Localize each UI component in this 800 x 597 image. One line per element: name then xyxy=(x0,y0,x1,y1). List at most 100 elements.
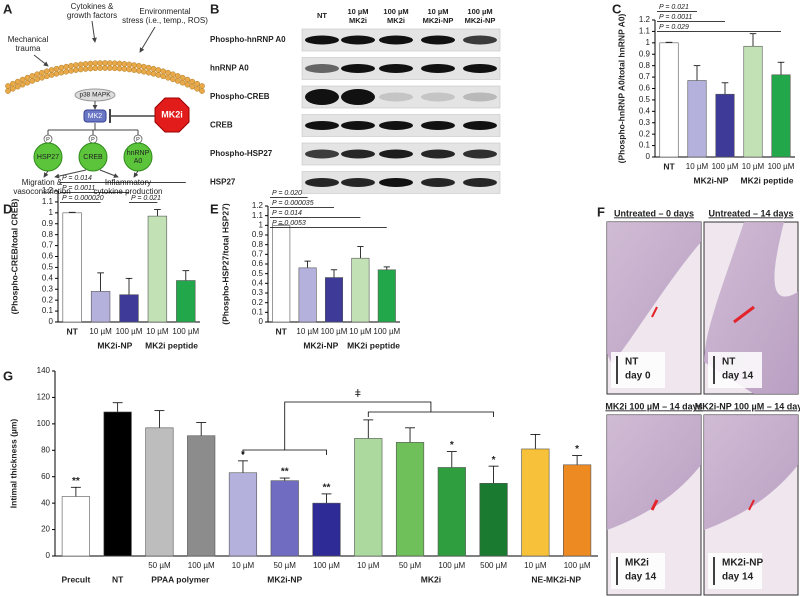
blot-band xyxy=(379,92,413,102)
significance: ** xyxy=(323,483,331,494)
membrane-bead xyxy=(174,73,181,79)
column-header: MK2i-NP xyxy=(423,16,454,25)
y-tick-label: 0.8 xyxy=(252,240,264,249)
blot-band xyxy=(421,121,455,130)
y-tick-label: 1.2 xyxy=(639,15,651,24)
x-tick-label: 10 µM xyxy=(357,561,380,570)
group-label: MK2i-NP xyxy=(97,340,132,350)
blot-band xyxy=(379,35,413,45)
image-label: MK2i xyxy=(625,558,649,569)
membrane-bead xyxy=(184,76,191,83)
panel-a: A Mechanical trauma Cytokines & growth f… xyxy=(3,1,208,196)
y-tick-label: 0 xyxy=(49,317,54,326)
x-tick-label: 10 µM xyxy=(524,561,547,570)
membrane-bead xyxy=(48,72,55,78)
inhibitor-node xyxy=(154,97,190,133)
label-box xyxy=(708,352,762,388)
blot-band xyxy=(305,178,339,187)
column-header: 10 µM xyxy=(348,7,369,16)
x-tick-label: 100 µM xyxy=(116,327,143,336)
group-label: MK2i-NP xyxy=(267,574,302,584)
y-tick-label: 0.5 xyxy=(252,269,264,278)
membrane-bead xyxy=(53,65,60,72)
membrane-bead xyxy=(87,60,94,67)
y-tick-label: 100 xyxy=(37,419,51,428)
membrane-bead xyxy=(29,78,36,84)
group-label: MK2i peptide xyxy=(741,175,794,185)
membrane-bead xyxy=(82,61,89,67)
bar xyxy=(119,294,139,323)
x-tick-label: 10 µM xyxy=(742,162,765,171)
bar xyxy=(62,212,82,323)
membrane-bead xyxy=(140,68,147,75)
blot-band xyxy=(341,178,375,187)
significance: * xyxy=(450,440,454,451)
thickness-marker xyxy=(650,499,659,511)
y-tick-label: 0.5 xyxy=(639,95,651,104)
y-tick-label: 0.2 xyxy=(252,298,264,307)
membrane-bead xyxy=(97,60,104,66)
membrane-bead xyxy=(111,65,118,72)
x-tick-label: 100 µM xyxy=(321,327,348,336)
y-tick-label: 20 xyxy=(41,525,50,534)
membrane-bead xyxy=(131,67,137,73)
image-label: MK2i-NP xyxy=(722,558,763,569)
y-tick-label: 1.1 xyxy=(42,197,54,206)
target-node xyxy=(83,109,107,123)
membrane-bead xyxy=(121,61,128,67)
bar xyxy=(298,267,317,323)
blot-band xyxy=(463,121,497,130)
stimulus: Mechanical xyxy=(8,35,49,44)
p-value: P = 0.020 xyxy=(272,190,302,197)
membrane-bead xyxy=(63,68,70,75)
membrane-bead xyxy=(14,78,21,85)
bar xyxy=(354,438,383,557)
membrane-bead xyxy=(179,74,186,81)
y-tick-label: 1.2 xyxy=(42,186,54,195)
membrane-bead xyxy=(155,72,162,78)
y-axis-label: (Phospho-hnRNP A0/total hnRNP A0) xyxy=(616,13,626,163)
bar xyxy=(687,80,707,158)
blot-band xyxy=(341,89,375,105)
membrane-bead xyxy=(155,67,162,73)
membrane-bead xyxy=(199,83,205,89)
y-tick-label: 1 xyxy=(646,38,651,47)
p-value: P = 0.021 xyxy=(659,4,689,11)
arrow xyxy=(91,20,97,43)
y-axis-label: (Phospho-CREB/total CREB) xyxy=(9,198,19,314)
blot-band xyxy=(463,178,497,187)
tissue xyxy=(607,415,701,530)
inhibitor-label: MK2i xyxy=(161,109,183,119)
blot-band xyxy=(463,92,497,102)
phospho-label: P xyxy=(91,137,95,143)
blot-band xyxy=(305,149,339,159)
row-label: HSP27 xyxy=(210,178,236,187)
y-tick-label: 0.7 xyxy=(639,72,651,81)
y-tick-label: 0.8 xyxy=(42,230,54,239)
membrane-bead xyxy=(136,67,142,74)
thickness-marker xyxy=(733,305,755,324)
blot-band xyxy=(463,64,497,73)
y-tick-label: 120 xyxy=(37,393,51,402)
membrane-bead xyxy=(102,65,108,71)
membrane-bead xyxy=(179,79,186,86)
y-tick-label: 0.2 xyxy=(639,129,651,138)
x-tick-label: 10 µM xyxy=(146,327,169,336)
arrow xyxy=(133,170,139,178)
bar xyxy=(437,467,466,557)
membrane-bead xyxy=(97,65,104,71)
membrane-bead xyxy=(199,88,205,94)
significance: ** xyxy=(72,476,80,487)
membrane xyxy=(5,60,205,94)
group-label: MK2i-NP xyxy=(694,175,729,185)
membrane-bead xyxy=(102,60,108,66)
membrane-bead xyxy=(165,74,171,81)
target-label: MK2 xyxy=(88,113,103,120)
y-tick-label: 1 xyxy=(49,208,54,217)
y-tick-label: 1.1 xyxy=(639,27,651,36)
membrane-bead xyxy=(34,71,40,78)
y-tick-label: 0.7 xyxy=(42,241,54,250)
membrane-bead xyxy=(87,65,94,72)
arrow xyxy=(139,26,156,53)
membrane-bead xyxy=(39,74,45,81)
